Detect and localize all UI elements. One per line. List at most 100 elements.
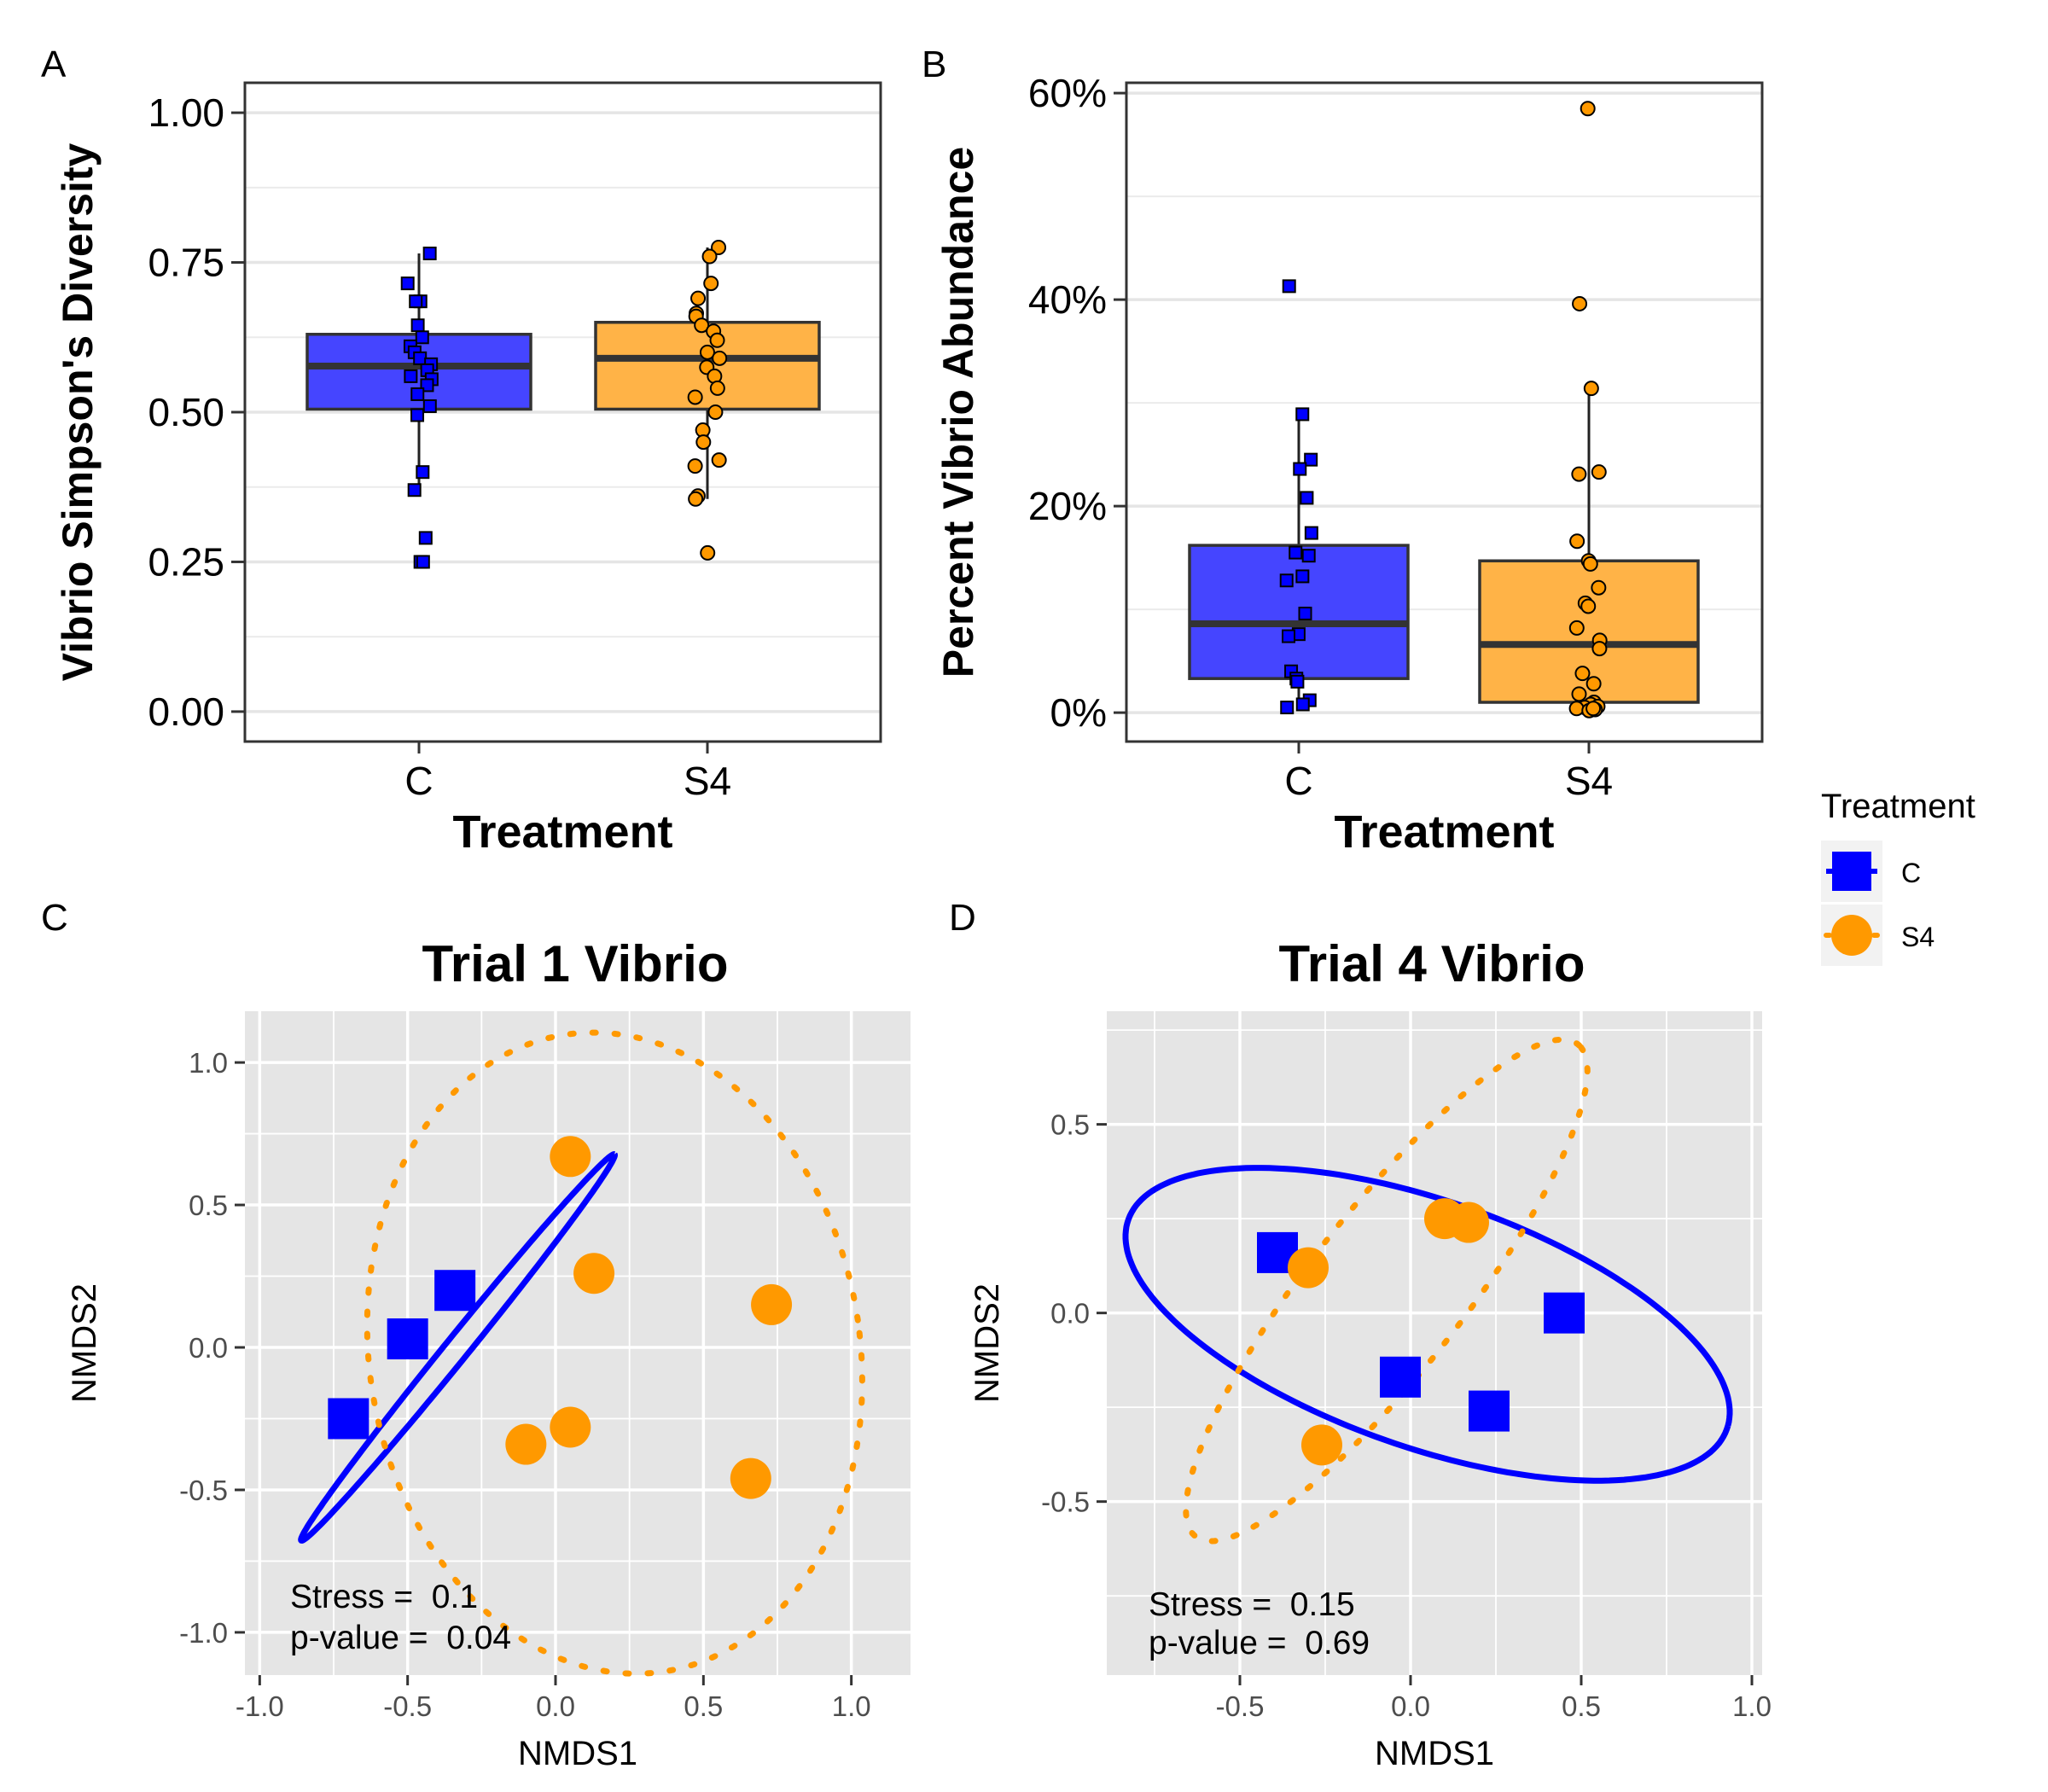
data-point-c	[416, 555, 430, 569]
y-tick-label: -0.5	[179, 1475, 228, 1506]
y-tick-label: 0.0	[1050, 1298, 1090, 1329]
data-point-s4	[1568, 701, 1585, 717]
data-point-s4	[695, 434, 712, 451]
ellipse-s4	[364, 1029, 865, 1677]
data-point-c	[409, 294, 423, 309]
panel-a: A 0.00 0.25 0.50 0.75 1.00 C S4 Treatment Vibrio…	[41, 44, 882, 858]
x-tick-label: S4	[684, 759, 731, 803]
data-point-s4	[550, 1406, 591, 1448]
legend-label-c: C	[1901, 858, 1921, 888]
data-point-c	[1380, 1356, 1421, 1398]
y-tick-label: 0.25	[148, 539, 224, 584]
data-point-c	[422, 247, 437, 261]
plot-background	[1107, 1011, 1762, 1675]
data-point-c	[1298, 606, 1312, 620]
data-point-c	[404, 369, 418, 383]
data-point-s4	[707, 404, 724, 420]
data-point-s4	[1583, 381, 1599, 397]
data-point-c	[434, 1270, 476, 1312]
data-point-s4	[1591, 641, 1608, 657]
ellipse-s4	[1183, 1036, 1591, 1545]
data-point-s4	[1591, 579, 1607, 596]
plot-border	[243, 81, 882, 743]
panel-b-tag: B	[922, 44, 946, 85]
x-tick-label: 1.0	[832, 1690, 871, 1722]
data-point-s4	[1301, 1424, 1342, 1466]
data-point-s4	[1572, 295, 1588, 311]
data-point-c	[1301, 549, 1316, 563]
x-tick-label: 0.0	[536, 1690, 575, 1722]
data-point-c	[1300, 491, 1314, 505]
data-point-s4	[573, 1253, 615, 1295]
data-point-s4	[751, 1283, 793, 1325]
data-point-s4	[730, 1457, 771, 1499]
x-tick-label: -1.0	[236, 1690, 284, 1722]
annotation-stress: Stress = 0.1	[290, 1579, 478, 1615]
data-point-s4	[694, 317, 710, 334]
data-point-s4	[709, 380, 725, 396]
data-point-s4	[709, 332, 725, 348]
data-point-s4	[711, 452, 727, 468]
data-point-s4	[1580, 598, 1597, 614]
x-tick-label: -0.5	[1216, 1690, 1265, 1722]
data-point-c	[1280, 701, 1295, 715]
x-axis-label: NMDS1	[1375, 1735, 1494, 1772]
data-point-s4	[1568, 620, 1585, 636]
x-tick-label: -0.5	[383, 1690, 432, 1722]
x-tick-label: 0.0	[1391, 1690, 1430, 1722]
y-tick-label: 60%	[1028, 71, 1107, 115]
data-point-s4	[701, 248, 718, 265]
data-point-c	[1295, 697, 1310, 712]
data-point-c	[387, 1318, 428, 1359]
data-point-c	[1290, 674, 1305, 689]
data-point-c	[1544, 1292, 1585, 1334]
data-point-c	[415, 330, 429, 345]
data-point-c	[418, 531, 433, 545]
y-axis-label: NMDS2	[66, 1283, 103, 1403]
data-point-s4	[1571, 466, 1587, 482]
data-point-s4	[1585, 701, 1602, 717]
panel-d-plot: -0.5 0.0 0.5 1.0 -0.5 0.0 0.5 Stress = 0.15p-va…	[969, 1011, 1772, 1772]
y-tick-label: 40%	[1028, 277, 1107, 322]
x-axis-label: Treatment	[452, 806, 672, 858]
data-point-c	[1295, 569, 1310, 584]
data-point-s4	[711, 240, 727, 255]
data-point-c	[1304, 452, 1318, 467]
panel-c-plot: -1.0 -0.5 0.0 0.5 1.0 -1.0 -0.5 0.0 0.5 1.0 Stress…	[66, 1011, 911, 1772]
panel-a-plot: 0.00 0.25 0.50 0.75 1.00 C S4 Treatment Vibrio S…	[54, 81, 882, 858]
data-point-s4	[688, 491, 704, 507]
data-point-c	[407, 483, 422, 497]
data-point-s4	[1288, 1247, 1329, 1289]
data-point-s4	[1580, 101, 1596, 117]
data-point-c	[400, 276, 415, 291]
data-point-s4	[687, 458, 703, 474]
data-point-s4	[1585, 676, 1602, 692]
panel-d-title: Trial 4 Vibrio	[1278, 935, 1585, 992]
y-tick-label: 0.0	[189, 1332, 228, 1364]
data-point-s4	[1571, 686, 1587, 702]
y-tick-label: 1.00	[148, 90, 224, 135]
x-tick-label: 0.5	[1562, 1690, 1601, 1722]
y-axis-label: Percent Vibrio Abundance	[934, 147, 982, 678]
data-point-s4	[1448, 1201, 1489, 1243]
data-point-c	[1282, 629, 1296, 643]
data-point-s4	[1591, 464, 1607, 480]
data-point-c	[1304, 526, 1318, 540]
legend-key-c-square	[1832, 852, 1871, 891]
y-tick-label: 0.00	[148, 689, 224, 734]
panel-d: D Trial 4 Vibrio -0.5 0.0 0.5 1.0 -0.5 0.0 0.5…	[949, 897, 1772, 1772]
data-point-s4	[505, 1423, 547, 1465]
y-tick-label: 20%	[1028, 484, 1107, 528]
ellipse-c	[1122, 1165, 1733, 1484]
x-axis-label: NMDS1	[518, 1735, 637, 1772]
y-tick-label: 0.50	[148, 390, 224, 434]
x-tick-label: 0.5	[684, 1690, 723, 1722]
legend: Treatment C S4	[1821, 788, 1975, 966]
panel-c-tag: C	[41, 897, 68, 939]
data-point-s4	[700, 544, 716, 561]
data-point-s4	[1582, 556, 1598, 572]
legend-key-s4-circle	[1831, 915, 1872, 956]
x-axis-label: Treatment	[1334, 806, 1554, 858]
